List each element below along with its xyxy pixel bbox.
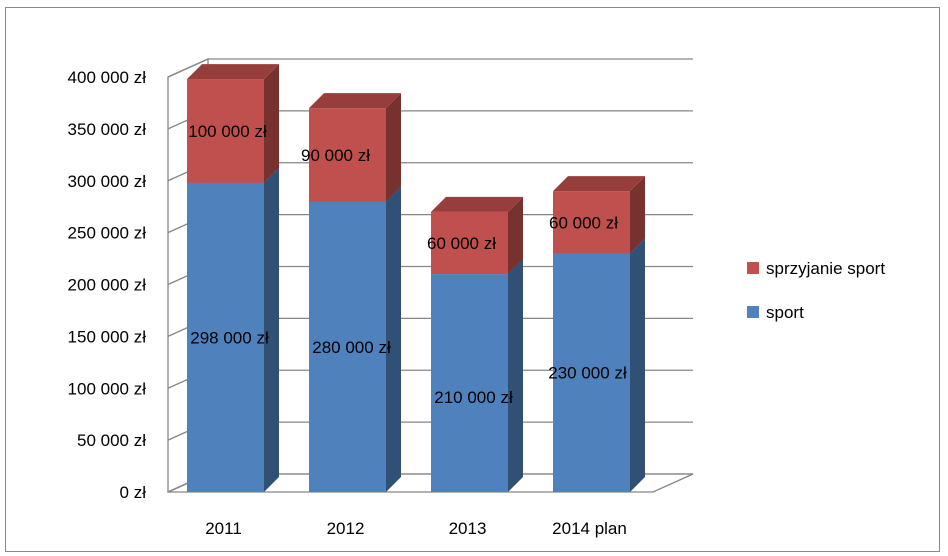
data-label: 230 000 zł [548,364,627,383]
bar-side [508,196,523,275]
bar-top [431,196,523,212]
bar-top [553,176,645,192]
bar-side [508,259,523,492]
y-tick-label: 0 zł [120,483,147,502]
bar-side [630,238,645,492]
legend-label: sport [766,303,804,322]
legend: sprzyjanie sport sport [747,259,885,322]
bar-side [264,167,279,492]
y-tick-label: 200 000 zł [68,276,147,295]
y-tick-label: 400 000 zł [68,68,147,87]
gridline [167,58,693,78]
y-tick-label: 300 000 zł [68,172,147,191]
bar-side [386,93,401,202]
bar-segment-sprzyjanie-sport [553,176,645,254]
legend-swatch [747,306,759,318]
y-tick-label: 250 000 zł [68,224,147,243]
bar-front [431,211,508,275]
bar-front [309,201,386,492]
y-tick-label: 50 000 zł [77,431,146,450]
bar-top [187,64,279,80]
data-label: 60 000 zł [427,234,496,253]
bar-segment-sport [431,259,523,492]
y-tick-label: 100 000 zł [68,379,147,398]
bar-side [630,176,645,254]
y-tick-label: 150 000 zł [68,327,147,346]
data-labels: 298 000 zł 100 000 zł 280 000 zł 90 000 zł 2… [188,122,627,407]
y-axis-tick-labels: 0 zł 50 000 zł 100 000 zł 150 000 zł 200 000… [68,68,147,502]
chart-frame [5,7,940,552]
legend-item: sprzyjanie sport [747,259,885,278]
bar-segment-sprzyjanie-sport [431,196,523,275]
data-label: 60 000 zł [549,213,618,232]
bar-side [264,64,279,183]
bar-front [553,253,630,492]
bar-front [309,108,386,202]
bar-segment-sprzyjanie-sport [187,64,279,183]
bar-segment-sprzyjanie-sport [309,93,401,202]
legend-item: sport [747,303,804,322]
data-label: 90 000 zł [301,146,370,165]
y-tick-label: 350 000 zł [68,120,147,139]
bar-front [553,191,630,254]
legend-swatch [747,262,759,274]
x-axis-tick-labels: 2011 2012 2013 2014 plan [205,519,627,538]
data-label: 280 000 zł [312,338,391,357]
bar-front [187,79,264,183]
x-tick-label: 2012 [327,519,365,538]
bar-top [309,93,401,109]
legend-label: sprzyjanie sport [766,259,885,278]
bars [187,64,645,492]
data-label: 210 000 zł [434,388,513,407]
x-tick-label: 2013 [449,519,487,538]
bar-front [187,182,264,492]
bar-front [431,274,508,492]
x-tick-label: 2014 plan [552,519,627,538]
data-label: 298 000 zł [190,328,269,347]
bar-side [386,186,401,492]
x-tick-label: 2011 [205,519,242,538]
data-label: 100 000 zł [188,122,267,141]
